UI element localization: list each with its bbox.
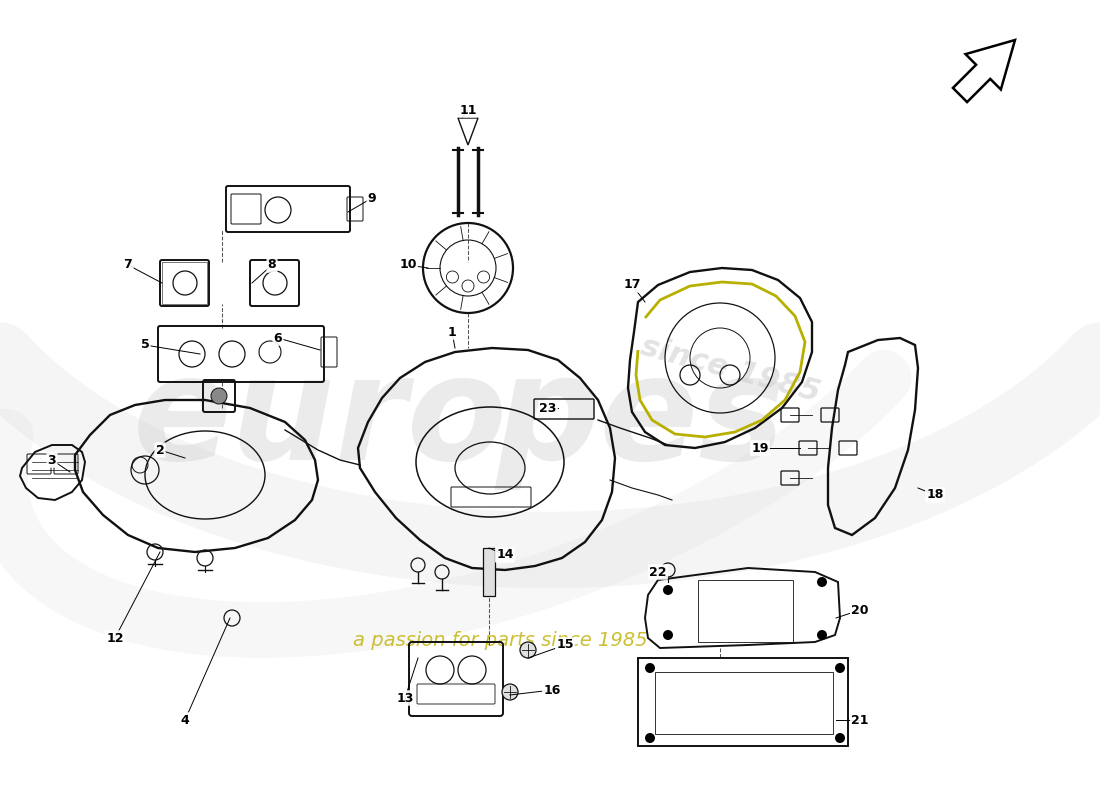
Text: 22: 22: [649, 566, 667, 578]
Circle shape: [663, 585, 673, 595]
Text: 19: 19: [751, 442, 769, 454]
Circle shape: [645, 663, 654, 673]
Text: 9: 9: [367, 191, 376, 205]
Text: 18: 18: [926, 489, 944, 502]
Text: 12: 12: [107, 631, 123, 645]
Circle shape: [520, 642, 536, 658]
Text: 21: 21: [851, 714, 869, 726]
Bar: [483, 548, 495, 596]
Circle shape: [211, 388, 227, 404]
Text: since 1985: since 1985: [637, 332, 823, 408]
Bar: [698, 580, 793, 642]
Circle shape: [817, 577, 827, 587]
Text: 8: 8: [267, 258, 276, 271]
Text: 1: 1: [448, 326, 456, 338]
Text: 2: 2: [155, 443, 164, 457]
Text: 6: 6: [274, 331, 283, 345]
Circle shape: [502, 684, 518, 700]
Text: 13: 13: [396, 691, 414, 705]
Text: 10: 10: [399, 258, 417, 271]
FancyArrow shape: [953, 40, 1015, 102]
Bar: [638, 658, 848, 746]
Text: 15: 15: [557, 638, 574, 651]
Text: 23: 23: [539, 402, 557, 414]
Text: 3: 3: [47, 454, 56, 466]
Text: 4: 4: [180, 714, 189, 726]
Text: a passion for parts since 1985: a passion for parts since 1985: [353, 630, 647, 650]
Circle shape: [645, 733, 654, 743]
Circle shape: [835, 663, 845, 673]
Circle shape: [835, 733, 845, 743]
Bar: [654, 672, 833, 734]
Text: 11: 11: [460, 103, 476, 117]
Text: 5: 5: [141, 338, 150, 351]
Text: 17: 17: [624, 278, 640, 291]
Text: 14: 14: [496, 549, 514, 562]
Circle shape: [817, 630, 827, 640]
Text: euro: euro: [132, 350, 507, 490]
Circle shape: [663, 630, 673, 640]
Text: 16: 16: [543, 683, 561, 697]
Text: 7: 7: [123, 258, 132, 271]
Text: pes: pes: [495, 350, 785, 490]
Text: 20: 20: [851, 603, 869, 617]
